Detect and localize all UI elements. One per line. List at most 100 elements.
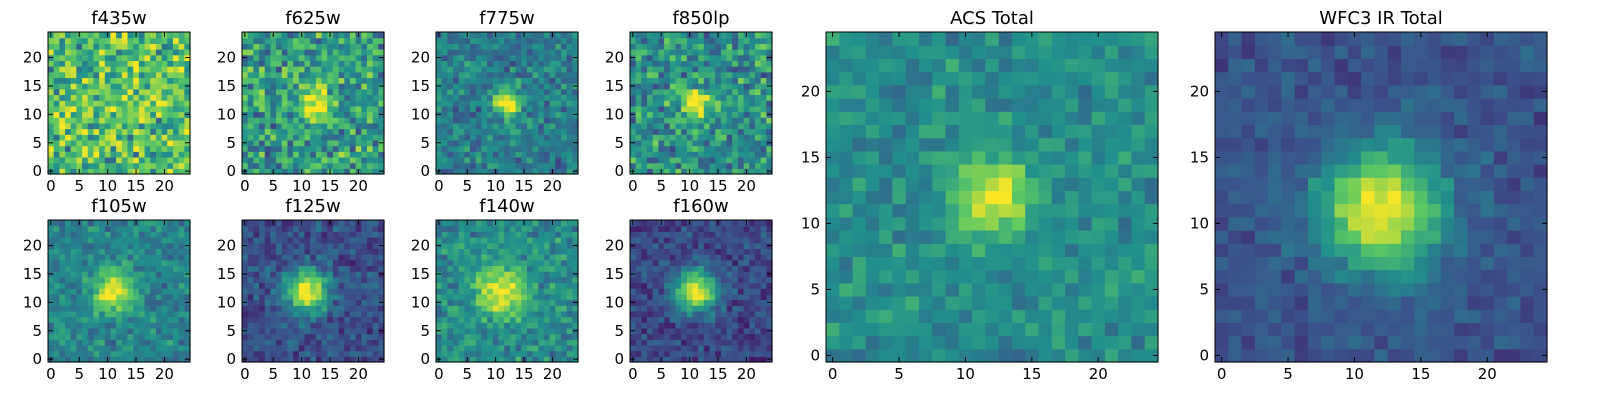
heatmap-cell [641,37,648,44]
heatmap-cell [93,254,100,261]
heatmap-cell [87,237,95,244]
heatmap-cell [259,259,266,267]
heatmap-cell [760,105,767,113]
heatmap-cell [242,339,249,346]
heatmap-cell [127,83,134,90]
heatmap-cell [172,66,180,73]
heatmap-cell [504,350,511,357]
heatmap-cell [635,310,642,318]
heatmap-cell [361,111,368,118]
heatmap-cell [532,128,539,135]
heatmap-cell [566,88,573,96]
heatmap-cell [355,88,362,96]
heatmap-cell [70,100,77,107]
heatmap-cell [121,344,129,352]
heatmap-cell [298,43,306,50]
heatmap-cell [76,117,83,124]
heatmap-cell [304,293,311,301]
heatmap-cell [447,225,454,232]
heatmap-cell [470,310,477,318]
heatmap-cell [133,88,140,96]
heatmap-cell [321,293,328,301]
heatmap-cell [521,333,528,340]
heatmap-cell [281,327,289,335]
heatmap-cell [458,156,465,164]
heatmap-cell [110,339,117,346]
heatmap-cell [121,356,129,363]
heatmap-cell [281,248,289,255]
heatmap-cell [247,282,254,289]
heatmap-cell [481,49,488,56]
heatmap-cell [338,111,345,118]
heatmap-cell [184,344,191,352]
heatmap-cell [259,88,266,96]
heatmap-cell [349,259,357,267]
heatmap-cell [475,100,483,107]
heatmap-cell [464,128,471,135]
heatmap-cell [453,242,460,249]
heatmap-cell [121,54,129,61]
heatmap-cell [155,356,163,363]
heatmap-cell [743,94,750,101]
heatmap-cell [686,37,694,44]
heatmap-cell [332,134,340,141]
heatmap-cell [509,237,517,244]
heatmap-cell [703,316,711,323]
heatmap-cell [686,344,694,352]
heatmap-cell [138,37,146,44]
heatmap-cell [110,139,117,147]
heatmap-cell [59,299,66,306]
heatmap-cell [555,316,562,323]
heatmap-cell [572,66,579,73]
heatmap-cell [247,333,254,340]
heatmap-cell [298,54,306,61]
heatmap-cell [355,151,362,158]
heatmap-cell [87,60,95,67]
heatmap-cell [487,105,494,113]
heatmap-cell [167,43,174,50]
heatmap-cell [743,316,750,323]
heatmap-cell [361,100,368,107]
heatmap-cell [509,333,517,340]
heatmap-cell [703,94,711,101]
heatmap-cell [304,305,311,312]
heatmap-cell [298,94,306,101]
heatmap-cell [247,299,254,306]
heatmap-cell [121,168,129,175]
heatmap-cell [172,271,180,278]
heatmap-cell [436,310,443,318]
heatmap-cell [441,122,448,130]
heatmap-cell [453,128,460,135]
heatmap-cell [293,356,300,363]
heatmap-cell [532,100,539,107]
heatmap-cell [441,134,448,141]
heatmap-cell [658,350,665,357]
heatmap-cell [726,77,733,84]
heatmap-cell [259,43,266,50]
heatmap-cell [754,145,762,152]
heatmap-cell [487,231,494,238]
heatmap-cell [344,54,351,61]
heatmap-cell [487,254,494,261]
heatmap-cell [441,265,448,272]
heatmap-cell [172,156,180,164]
heatmap-cell [144,265,151,272]
heatmap-cell [93,288,100,295]
heatmap-cell [59,77,66,84]
heatmap-cell [361,350,368,357]
heatmap-cell [104,105,112,113]
heatmap-cell [555,37,562,44]
heatmap-cell [276,271,283,278]
heatmap-cell [504,128,511,135]
heatmap-cell [276,254,283,261]
heatmap-cell [53,242,60,249]
heatmap-cell [635,134,642,141]
heatmap-cell [321,339,328,346]
heatmap-cell [470,327,477,335]
heatmap-cell [436,43,443,50]
heatmap-cell [686,105,694,113]
heatmap-cell [349,305,357,312]
heatmap-cell [178,265,185,272]
heatmap-cell [178,128,185,135]
